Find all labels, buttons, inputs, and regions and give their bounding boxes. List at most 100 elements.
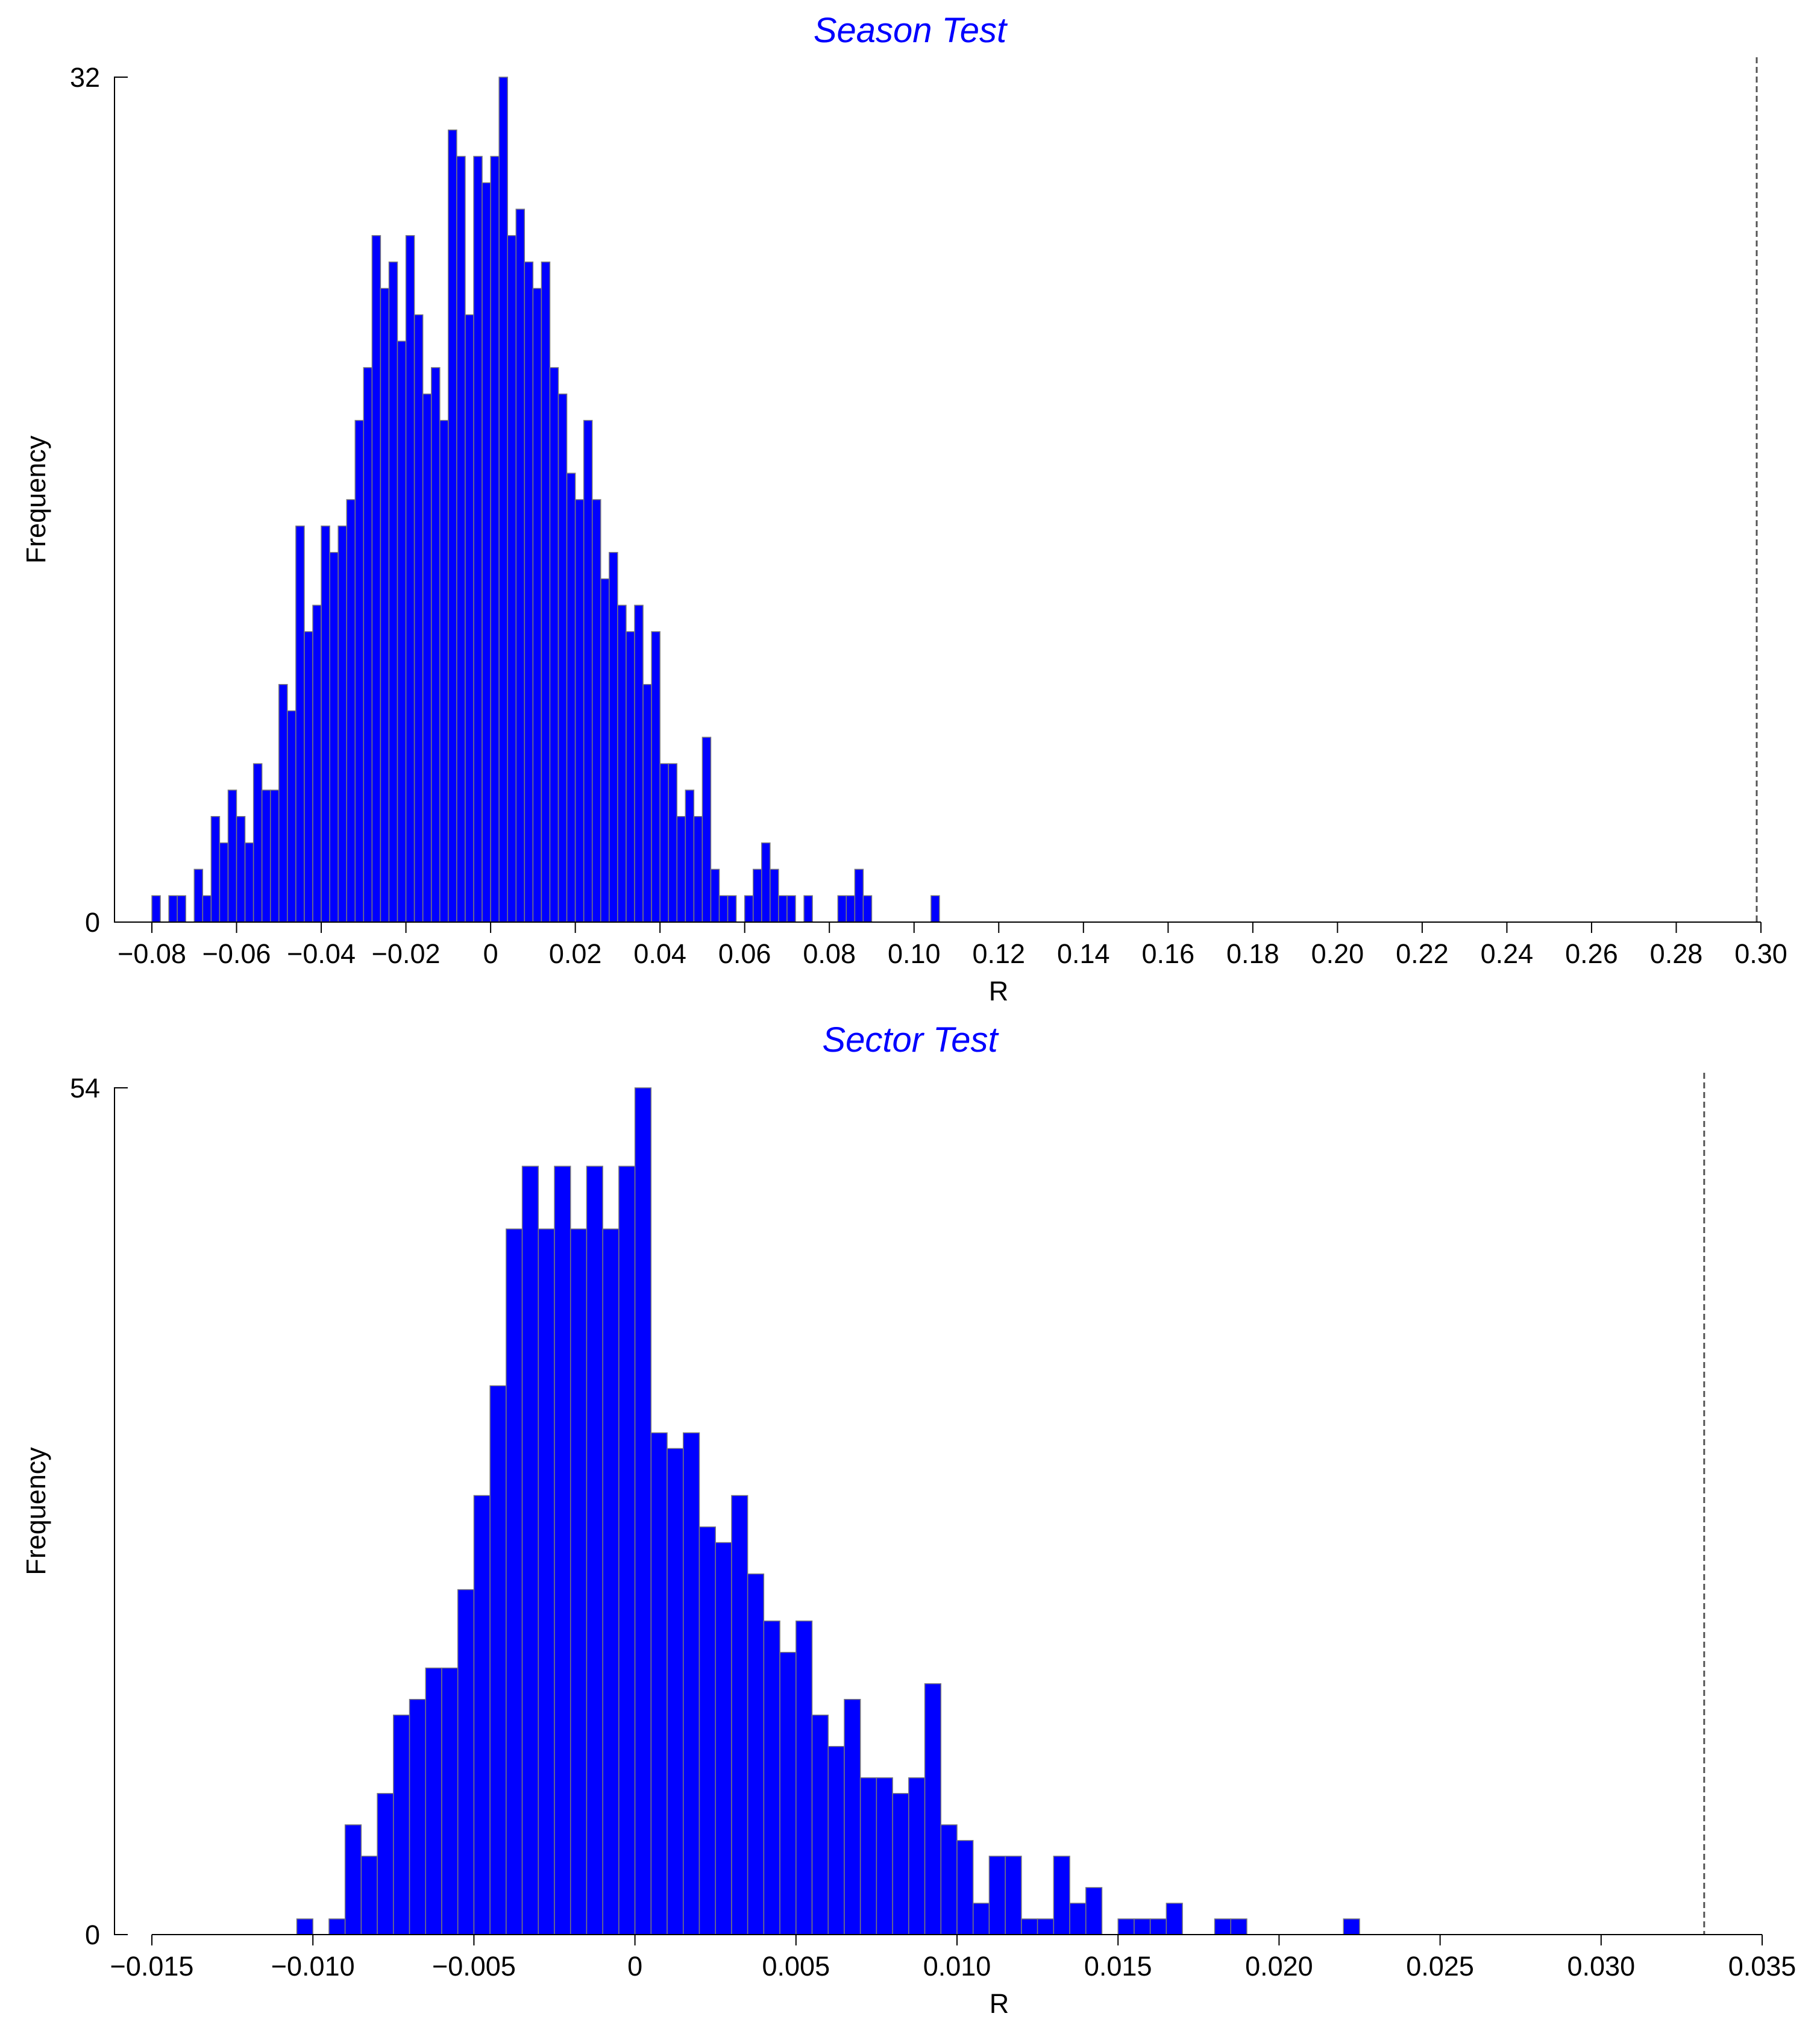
x-tick-label: 0.14 <box>1057 938 1110 969</box>
histogram-bar <box>570 1228 588 1935</box>
histogram-bar <box>827 1746 845 1935</box>
histogram-bar <box>295 526 305 923</box>
x-tick-label: 0.12 <box>972 938 1025 969</box>
histogram-bar <box>859 1777 877 1935</box>
histogram-bar <box>482 182 491 923</box>
histogram-bar <box>380 287 390 923</box>
y-axis <box>114 1087 128 1935</box>
histogram-bar <box>489 1385 507 1935</box>
histogram-bar <box>837 895 847 923</box>
histogram-bar <box>779 1651 797 1935</box>
histogram-bar <box>549 367 559 923</box>
y-axis <box>114 77 128 923</box>
y-axis-label: Frequency <box>20 1447 51 1575</box>
sector-test-chart: Sector Test −0.015 −0.010 −0.005 0 0.005 0.01… <box>20 1020 1796 2019</box>
histogram-bar <box>506 1228 523 1935</box>
x-tick-label: 0.20 <box>1311 938 1364 969</box>
histogram-bar <box>377 1793 394 1935</box>
histogram-bar <box>685 790 695 923</box>
histogram-bar <box>473 1495 491 1935</box>
histogram-bar <box>778 895 788 923</box>
histogram-bar <box>650 1432 668 1935</box>
histogram-bar <box>642 683 652 923</box>
histogram-bar <box>701 736 712 923</box>
histogram-bar <box>744 895 754 923</box>
x-tick-label: −0.06 <box>202 938 271 969</box>
x-tick-label: 0.02 <box>549 938 602 969</box>
x-tick-label: 0.08 <box>803 938 856 969</box>
histogram-bar <box>1021 1918 1038 1935</box>
histogram-bar <box>786 895 796 923</box>
histogram-bar <box>507 235 517 923</box>
y-tick-label: 32 <box>70 62 100 93</box>
histogram-bar <box>498 77 508 923</box>
x-tick-label: 0.22 <box>1396 938 1449 969</box>
histogram-bar <box>219 842 229 923</box>
y-tick-label: 0 <box>85 1920 100 1950</box>
histogram-bar <box>763 1620 780 1935</box>
histogram-bar <box>626 631 635 923</box>
histogram-bar <box>227 790 237 923</box>
histogram-bar <box>405 235 415 923</box>
histogram-bar <box>795 1620 813 1935</box>
x-tick-label: 0.16 <box>1142 938 1195 969</box>
histogram-bar <box>1149 1918 1167 1935</box>
x-tick-label: 0.005 <box>762 1951 830 1982</box>
histogram-bar <box>591 499 601 923</box>
x-tick-label: 0.10 <box>888 938 941 969</box>
histogram-bar <box>538 1228 555 1935</box>
y-tick-label: 0 <box>85 907 100 938</box>
histogram-bar <box>1037 1918 1055 1935</box>
histogram-bar <box>676 816 686 923</box>
histogram-bar <box>617 604 627 923</box>
histogram-bar <box>731 1495 748 1935</box>
histogram-bar <box>574 499 585 923</box>
histogram-bar <box>609 551 618 923</box>
histogram-bar <box>337 526 347 923</box>
histogram-bar <box>532 287 542 923</box>
histogram-bar <box>210 816 221 923</box>
histogram-bar <box>1166 1903 1183 1935</box>
histogram-bar <box>456 155 466 923</box>
x-tick-label: 0.035 <box>1728 1951 1796 1982</box>
histogram-bar <box>465 314 474 923</box>
histogram-bar <box>930 895 940 923</box>
x-tick-label: 0 <box>627 1951 642 1982</box>
histogram-bars <box>151 77 940 923</box>
histogram-bar <box>397 341 407 923</box>
histogram-bar <box>557 394 568 923</box>
chart-title: Season Test <box>814 11 1008 50</box>
x-tick-label: 0 <box>483 938 498 969</box>
y-tick-label: 54 <box>70 1073 100 1103</box>
histogram-bar <box>296 1918 313 1935</box>
histogram-bar <box>618 1166 636 1935</box>
histogram-bar <box>811 1714 829 1935</box>
histogram-bar <box>683 1432 700 1935</box>
histogram-bar <box>287 710 297 923</box>
histogram-bar <box>854 868 864 923</box>
histogram-bar <box>1134 1918 1151 1935</box>
histogram-bar <box>490 155 500 923</box>
histogram-bar <box>261 790 271 923</box>
histogram-bar <box>972 1903 990 1935</box>
histogram-bar <box>710 868 720 923</box>
histogram-bar <box>634 604 644 923</box>
histogram-bar <box>940 1824 958 1935</box>
season-test-chart: Season Test −0.08 −0.06 −0.04 −0.02 0 0.02 0.0… <box>20 11 1787 1006</box>
histogram-bar <box>718 895 729 923</box>
x-tick-label: −0.015 <box>110 1951 194 1982</box>
histogram-bar <box>151 895 161 923</box>
x-tick-label: −0.04 <box>287 938 356 969</box>
histogram-bar <box>698 1526 716 1935</box>
x-tick-label: 0.015 <box>1084 1951 1152 1982</box>
x-tick-label: 0.030 <box>1567 1951 1635 1982</box>
x-tick-label: −0.08 <box>118 938 186 969</box>
histogram-bar <box>634 1087 652 1935</box>
histogram-bar <box>521 1166 539 1935</box>
x-tick-label: −0.005 <box>432 1951 516 1982</box>
histogram-bar <box>747 1573 765 1935</box>
histogram-bar <box>752 868 762 923</box>
histogram-bar <box>371 235 381 923</box>
x-tick-label: 0.28 <box>1650 938 1703 969</box>
